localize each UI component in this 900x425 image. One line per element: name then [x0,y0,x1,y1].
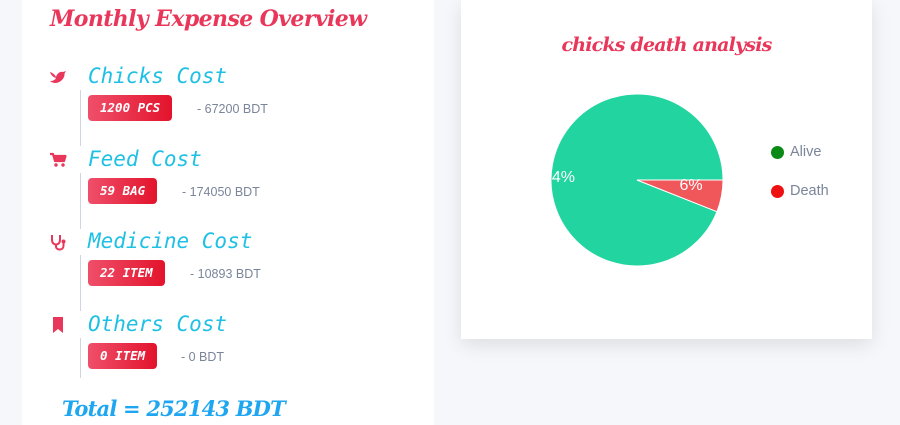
legend-dot-death [771,185,784,198]
legend-dot-alive [771,146,784,159]
expense-overview-card: Monthly Expense Overview Chicks Cost 120… [22,0,434,425]
expense-item-name: Medicine Cost [88,229,253,253]
expense-item-medicine: Medicine Cost 22 ITEM - 10893 BDT [22,229,434,303]
total-cost: Total = 252143 BDT [62,396,286,421]
cart-icon [49,151,67,169]
quantity-badge: 1200 PCS [88,95,173,121]
bird-icon [49,68,67,86]
timeline-line [80,90,81,146]
timeline-line [80,338,81,378]
expense-item-name: Others Cost [88,312,228,336]
pie-label-death: 6% [679,177,702,194]
quantity-badge: 59 BAG [88,178,158,204]
expense-item-name: Feed Cost [88,147,202,171]
quantity-badge: 0 ITEM [88,343,158,369]
legend-label-alive: Alive [790,144,822,160]
bookmark-icon [49,316,67,334]
overview-title: Monthly Expense Overview [50,6,367,32]
stethoscope-icon [49,233,67,251]
death-analysis-card: chicks death analysis 94% 6% Alive Death [461,0,872,339]
quantity-badge: 22 ITEM [88,260,165,286]
expense-amount: - 67200 BDT [197,102,268,116]
pie-label-alive: 94% [543,169,575,186]
expense-item-chicks: Chicks Cost 1200 PCS - 67200 BDT [22,64,434,138]
expense-amount: - 10893 BDT [190,267,261,281]
pie-slice-death[interactable] [636,179,724,213]
chart-title: chicks death analysis [561,34,772,56]
expense-item-name: Chicks Cost [88,64,228,88]
timeline-line [80,173,81,229]
timeline-line [80,255,81,311]
expense-item-feed: Feed Cost 59 BAG - 174050 BDT [22,147,434,221]
expense-amount: - 174050 BDT [182,185,260,199]
pie-chart: 94% 6% [543,93,724,267]
expense-item-others: Others Cost 0 ITEM - 0 BDT [22,312,434,386]
legend-label-death: Death [790,183,829,199]
expense-amount: - 0 BDT [181,350,225,364]
